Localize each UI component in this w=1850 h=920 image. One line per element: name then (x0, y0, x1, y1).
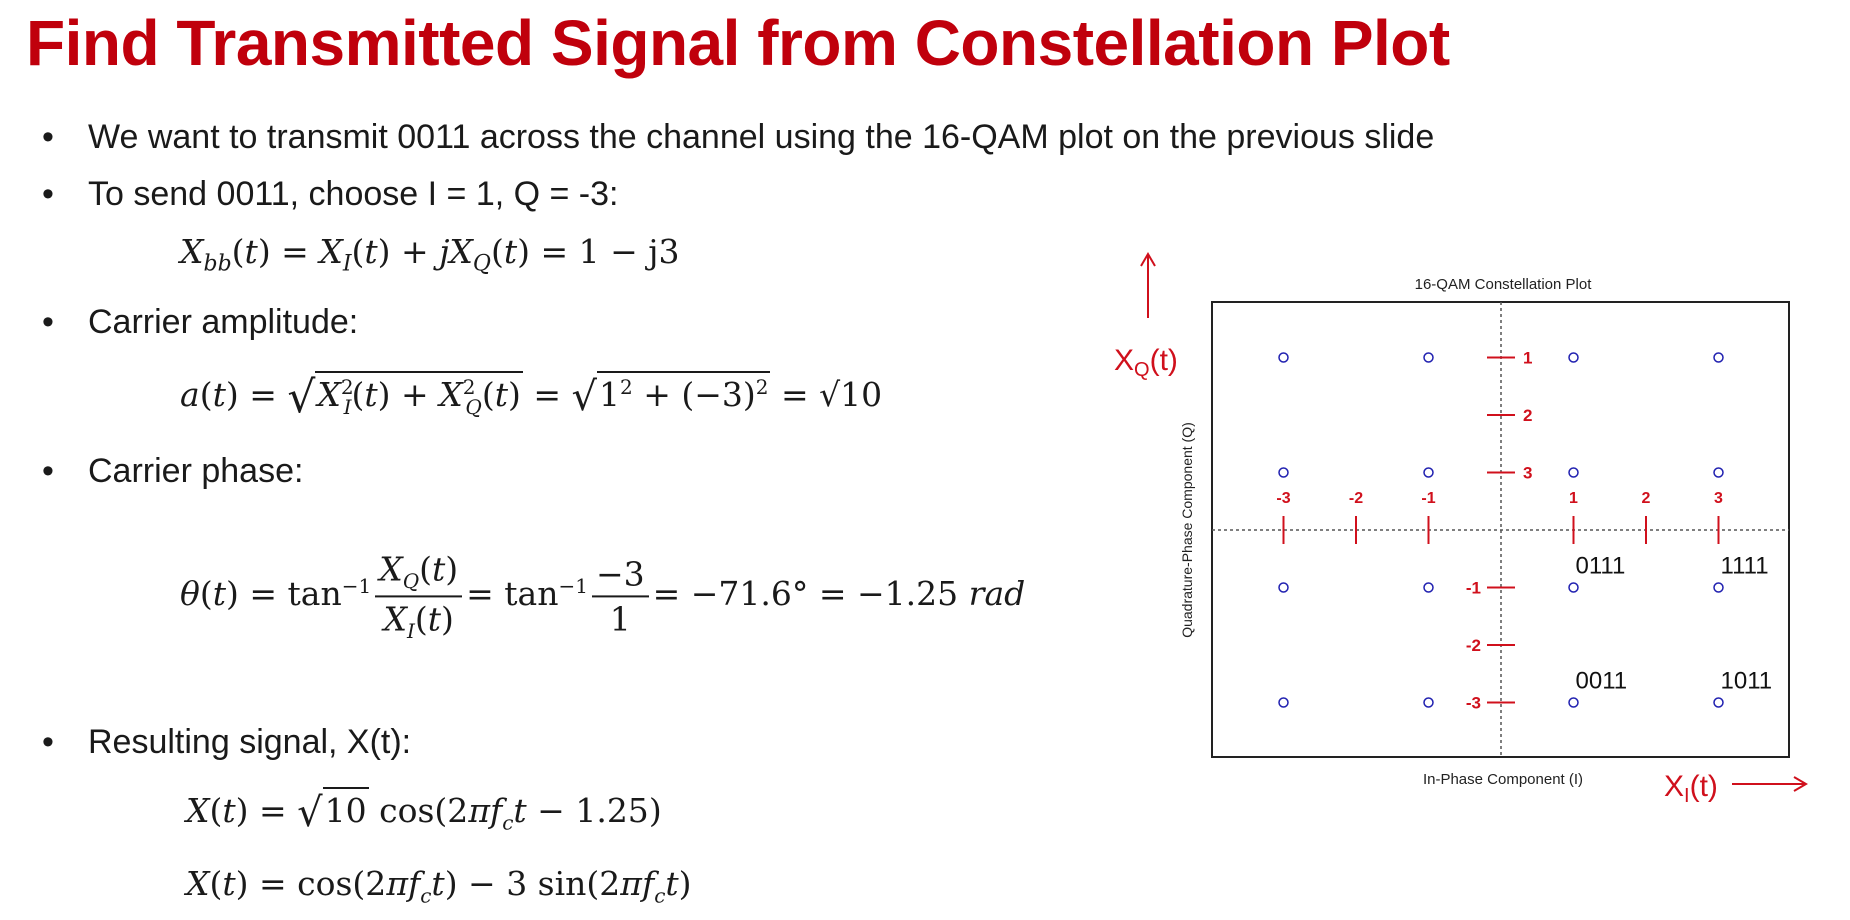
y-tick-label: -2 (1466, 636, 1481, 655)
y-tick-label: -1 (1466, 579, 1481, 598)
constellation-point (1568, 467, 1579, 478)
constellation-point (1713, 582, 1724, 593)
x-axis-label: In-Phase Component (I) (1423, 771, 1583, 788)
x-tick-label: -3 (1276, 490, 1290, 507)
slide-title: Find Transmitted Signal from Constellati… (26, 7, 1450, 79)
tick-annotations: -3 -2 -1 1 2 3 1 2 3 -1 -2 -3 (1276, 349, 1723, 713)
constellation-point (1713, 352, 1724, 363)
constellation-point (1423, 352, 1434, 363)
y-tick-label: 3 (1523, 464, 1532, 483)
phase-radians: −1.25 (857, 574, 959, 613)
constellation-point (1568, 697, 1579, 708)
baseband-result: 1 − j3 (578, 232, 680, 271)
constellation-point (1568, 352, 1579, 363)
bullet-text: Carrier amplitude: (88, 303, 359, 341)
constellation-points (1278, 352, 1724, 708)
bullet-dot: • (42, 452, 54, 490)
point-labels: 0111 1111 0011 1011 (1576, 553, 1773, 695)
y-tick-label: -3 (1466, 694, 1481, 713)
signal-phase-const: 1.25 (575, 791, 649, 830)
constellation-point (1278, 697, 1289, 708)
equation-baseband: Xbb(t) = XI(t) + jXQ(t) = 1 − j3 (180, 232, 680, 277)
equation-signal-iq: X(t) = cos(2πfct) − 3 sin(2πfct) (186, 864, 692, 908)
constellation-point (1278, 467, 1289, 478)
q-axis-arrow-head (1140, 252, 1156, 267)
bullet-dot: • (42, 723, 54, 761)
constellation-point (1713, 697, 1724, 708)
bit-label: 0011 (1576, 668, 1628, 695)
bullet-phase: • Carrier phase: (42, 452, 303, 491)
bullet-transmit: • We want to transmit 0011 across the cha… (42, 118, 1434, 157)
bullet-dot: • (42, 118, 54, 156)
x-tick-label: -2 (1349, 490, 1363, 507)
phase-degrees: −71.6° (690, 574, 809, 613)
bullet-amplitude: • Carrier amplitude: (42, 303, 358, 342)
constellation-point (1568, 582, 1579, 593)
plot-frame (1211, 301, 1790, 758)
bullet-dot: • (42, 175, 54, 213)
bit-label: 1011 (1721, 668, 1773, 695)
bullet-text: Resulting signal, X(t): (88, 723, 412, 761)
x-tick-label: -1 (1421, 490, 1435, 507)
bullet-dot: • (42, 303, 54, 341)
y-tick-label: 1 (1523, 349, 1532, 368)
equation-phase: θ(t) = tan−1 XQ(t) XI(t) = tan−1 −3 1 = −71.6°… (180, 549, 1026, 643)
x-tick-label: 1 (1569, 490, 1578, 507)
q-axis-symbol: XQ(t) (1114, 344, 1178, 381)
constellation-point (1278, 352, 1289, 363)
equation-amplitude: a(t) = √X2I(t) + X2Q(t) = √12 + (−3)2 = … (180, 371, 883, 423)
amplitude-result: √10 (819, 375, 883, 414)
y-axis-label: Quadrature-Phase Component (Q) (1179, 422, 1195, 638)
bit-label: 1111 (1721, 553, 1769, 580)
bullet-text: We want to transmit 0011 across the chan… (88, 118, 1435, 156)
x-tick-label: 3 (1714, 490, 1723, 507)
i-axis-arrow-head (1793, 776, 1808, 792)
x-tick-label: 2 (1642, 490, 1651, 507)
bullet-text: Carrier phase: (88, 452, 304, 490)
constellation-point (1423, 467, 1434, 478)
y-tick-label: 2 (1523, 406, 1532, 425)
chart-title: 16-QAM Constellation Plot (1415, 276, 1593, 293)
constellation-point (1713, 467, 1724, 478)
rad-unit: rad (968, 574, 1026, 613)
i-axis-symbol: XI(t) (1664, 770, 1718, 807)
bit-label: 0111 (1576, 553, 1626, 580)
bullet-choose-iq: • To send 0011, choose I = 1, Q = -3: (42, 175, 619, 214)
constellation-point (1423, 582, 1434, 593)
bullet-resulting-signal: • Resulting signal, X(t): (42, 723, 411, 762)
constellation-point (1278, 582, 1289, 593)
bullet-text: To send 0011, choose I = 1, Q = -3: (88, 175, 619, 213)
equation-signal-polar: X(t) = √10 cos(2πfct − 1.25) (186, 787, 662, 836)
constellation-point (1423, 697, 1434, 708)
